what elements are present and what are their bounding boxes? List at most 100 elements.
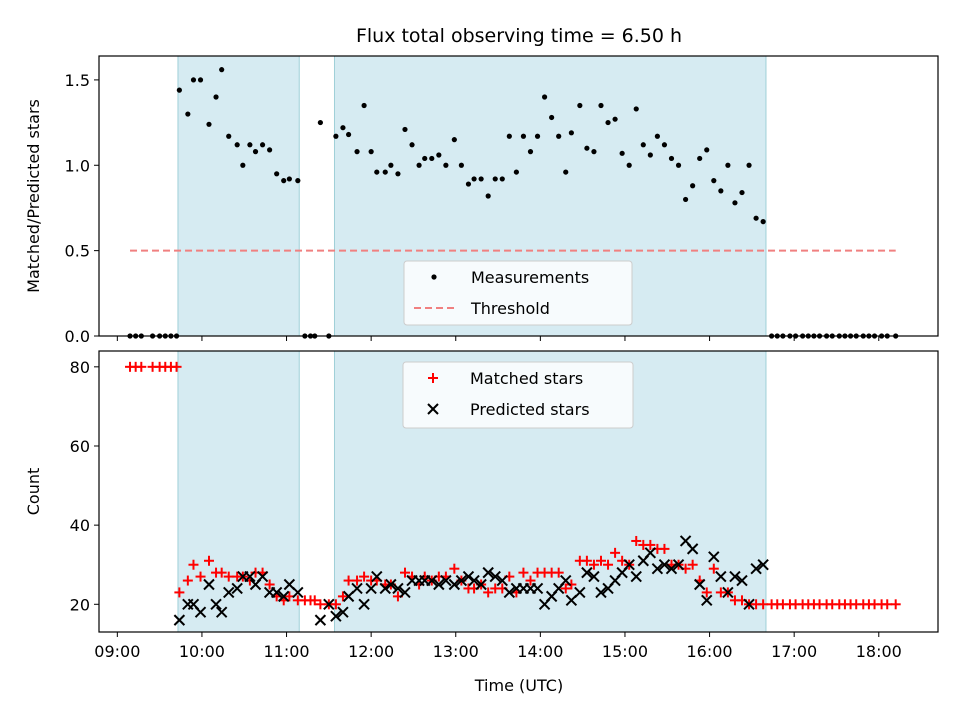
data-point: [645, 539, 656, 550]
data-point: [568, 130, 574, 136]
x-tick-label: 11:00: [263, 642, 309, 661]
data-point: [174, 587, 185, 598]
y-axis-label: Count: [24, 468, 43, 516]
shaded-interval: [177, 350, 300, 633]
data-point: [630, 570, 642, 583]
legend-label: Matched stars: [470, 369, 583, 388]
plot-frame: [98, 55, 939, 337]
x-tick-label: 10:00: [179, 642, 225, 661]
data-point: [890, 599, 901, 610]
data-point: [701, 594, 713, 607]
data-point: [482, 566, 494, 579]
data-point: [215, 606, 228, 618]
data-point: [286, 176, 292, 182]
data-point: [240, 162, 246, 168]
data-point: [295, 178, 301, 184]
data-point: [686, 543, 699, 555]
data-point: [566, 579, 577, 590]
data-point: [171, 361, 182, 372]
data-point: [549, 114, 555, 121]
data-point: [379, 582, 391, 595]
legend-label: Predicted stars: [470, 400, 590, 419]
data-point: [309, 595, 320, 606]
data-point: [203, 578, 215, 591]
data-point: [513, 169, 519, 175]
y-tick-label: 20: [70, 595, 90, 614]
data-point: [588, 570, 600, 583]
data-point: [223, 586, 235, 599]
data-point: [395, 171, 401, 177]
x-axis-label: Time (UTC): [474, 676, 563, 695]
data-point: [270, 586, 283, 599]
data-point: [496, 574, 508, 587]
data-point: [352, 575, 363, 586]
data-point: [503, 586, 516, 599]
data-point: [256, 570, 269, 583]
x-tick-label: 15:00: [602, 642, 648, 661]
series-measurements: [127, 67, 899, 339]
x-tick-label: 09:00: [94, 642, 140, 661]
data-point: [182, 575, 193, 586]
y-tick-label: 80: [70, 358, 90, 377]
data-point: [560, 583, 571, 594]
x-tick-label: 16:00: [687, 642, 733, 661]
data-point: [675, 162, 682, 168]
data-point: [715, 570, 727, 583]
data-point: [658, 559, 671, 571]
data-point: [388, 162, 394, 168]
data-point: [732, 200, 738, 206]
data-point: [708, 551, 720, 563]
data-point: [690, 183, 696, 189]
data-point: [315, 599, 326, 610]
data-point: [584, 145, 590, 151]
data-point: [244, 570, 256, 583]
data-point: [195, 571, 206, 582]
data-point: [701, 587, 712, 598]
data-point: [176, 87, 182, 93]
data-point: [206, 121, 212, 127]
data-point: [753, 215, 759, 221]
legend-handle: [428, 373, 438, 383]
data-point: [409, 142, 415, 148]
data-point: [647, 152, 653, 158]
data-point: [426, 574, 438, 587]
y-tick-label: 0.0: [65, 327, 90, 346]
data-point: [374, 169, 380, 175]
data-point: [371, 570, 383, 583]
data-point: [588, 559, 599, 570]
data-point: [231, 582, 243, 595]
data-point: [188, 559, 199, 570]
data-point: [337, 606, 349, 618]
data-point: [520, 133, 527, 139]
data-point: [213, 94, 219, 100]
data-point: [612, 116, 618, 122]
data-point: [659, 543, 670, 554]
data-point: [264, 579, 275, 590]
data-point: [478, 176, 484, 182]
shaded-interval: [177, 55, 300, 337]
y-tick-label: 1.5: [65, 71, 90, 90]
y-tick-label: 0.5: [65, 242, 90, 261]
data-point: [234, 142, 240, 148]
data-point: [382, 169, 388, 175]
data-point: [449, 563, 460, 574]
data-point: [492, 176, 498, 182]
data-point: [518, 567, 529, 578]
data-point: [556, 133, 562, 139]
data-point: [882, 599, 893, 610]
data-point: [610, 547, 621, 558]
data-point: [725, 162, 731, 168]
data-point: [553, 567, 564, 578]
data-point: [185, 111, 191, 117]
legend: Matched stars Predicted stars: [402, 361, 634, 429]
data-point: [711, 178, 717, 184]
data-point: [216, 567, 227, 578]
data-point: [468, 574, 480, 587]
data-point: [739, 189, 745, 196]
data-point: [623, 559, 635, 571]
data-point: [595, 555, 606, 566]
data-point: [358, 598, 370, 611]
data-point: [359, 571, 370, 582]
data-point: [343, 575, 354, 586]
data-point: [368, 149, 374, 155]
